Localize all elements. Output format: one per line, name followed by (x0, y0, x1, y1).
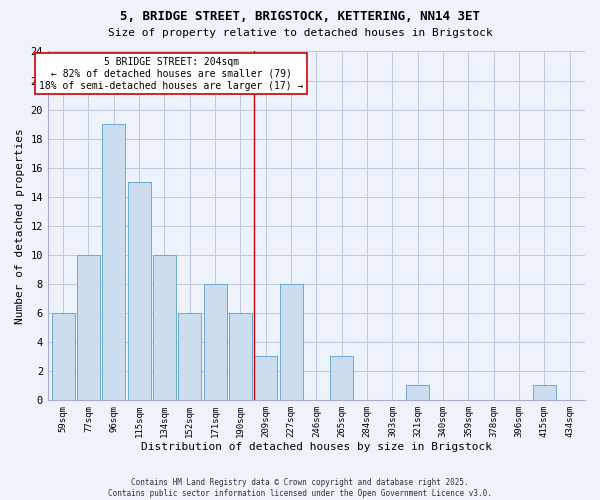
Bar (153, 254, 176, 400)
Bar (406, 386, 429, 400)
Text: Size of property relative to detached houses in Brigstock: Size of property relative to detached ho… (107, 28, 493, 38)
Bar (77, 254, 100, 400)
Bar (533, 386, 556, 400)
Text: 5 BRIDGE STREET: 204sqm
← 82% of detached houses are smaller (79)
18% of semi-de: 5 BRIDGE STREET: 204sqm ← 82% of detache… (39, 58, 304, 90)
Bar (128, 182, 151, 400)
Bar (280, 284, 302, 400)
Y-axis label: Number of detached properties: Number of detached properties (15, 128, 25, 324)
Text: Contains HM Land Registry data © Crown copyright and database right 2025.
Contai: Contains HM Land Registry data © Crown c… (108, 478, 492, 498)
Text: 5, BRIDGE STREET, BRIGSTOCK, KETTERING, NN14 3ET: 5, BRIDGE STREET, BRIGSTOCK, KETTERING, … (120, 10, 480, 23)
Bar (229, 313, 252, 400)
Bar (178, 313, 201, 400)
Bar (331, 356, 353, 400)
X-axis label: Distribution of detached houses by size in Brigstock: Distribution of detached houses by size … (141, 442, 492, 452)
Bar (103, 124, 125, 400)
Bar (204, 284, 227, 400)
Bar (52, 313, 74, 400)
Bar (254, 356, 277, 400)
